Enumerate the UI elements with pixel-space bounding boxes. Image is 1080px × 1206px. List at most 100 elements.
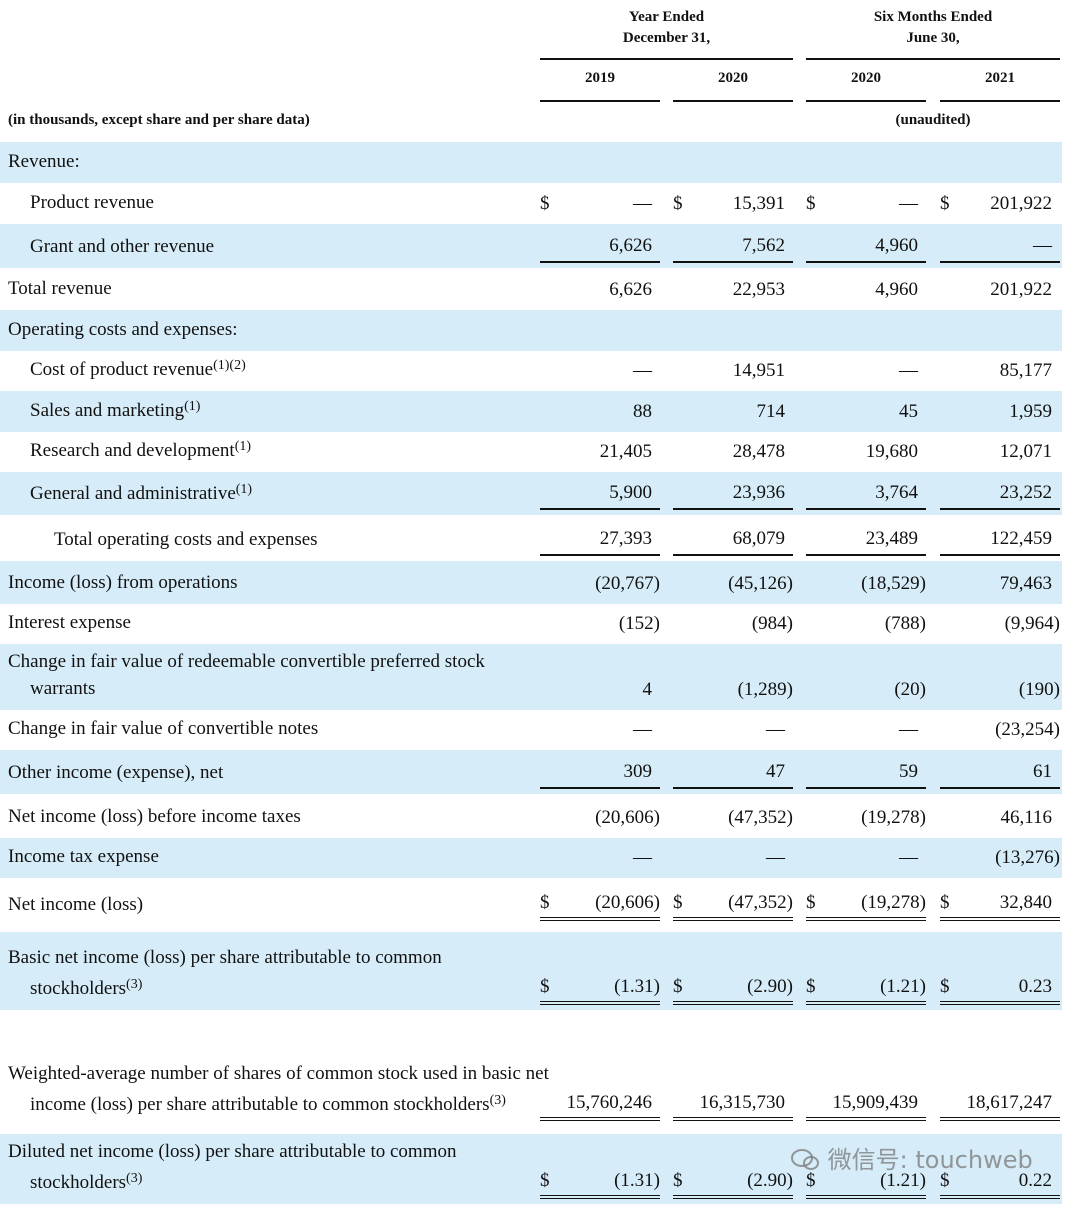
value: 201,922 [990,193,1052,214]
table-row: Weighted-average number of shares of com… [0,1018,1062,1126]
header-rule [806,58,1060,60]
value: — [633,719,652,740]
value: 4,960 [875,279,918,300]
value: (1.31) [614,976,660,997]
value-cell: 3,764 [806,478,926,510]
value: (47,352) [728,892,793,913]
value-cell: 714 [673,397,793,427]
row-label: Income (loss) from operations [8,569,528,596]
row-label: Operating costs and expenses: [8,316,528,343]
value-cell: — [540,843,660,873]
value-cell: $32,840 [940,888,1060,921]
unaudited-note: (unaudited) [895,112,971,128]
label-text: Grant and other revenue [30,236,215,257]
column-rule [940,100,1060,102]
value-cell: (23,254) [940,715,1060,745]
currency-sign: $ [540,892,550,913]
value-cell: 5,900 [540,478,660,510]
row-label: Net income (loss) before income taxes [8,803,528,830]
row-label: Interest expense [8,609,528,636]
value: 0.23 [1018,976,1052,997]
column-rule [673,100,793,102]
value-cell: (190) [940,675,1060,705]
label-text: Income (loss) from operations [8,572,238,593]
value: 4 [642,679,653,700]
footnote-ref: (3) [489,1093,506,1108]
value-cell: $ (1.31) [540,972,660,1005]
currency-sign: $ [806,976,816,997]
value: 59 [899,761,918,782]
table-row: General and administrative(1) 5,900 23,936… [0,472,1062,515]
value-cell: 16,315,730 [673,1088,793,1121]
value: — [766,719,785,740]
value-cell: (1,289) [673,675,793,705]
value: 23,252 [999,482,1052,503]
value-cell: 201,922 [940,275,1060,305]
row-label: Other income (expense), net [8,759,528,786]
table-row: Operating costs and expenses: [0,310,1062,351]
value-cell: — [940,231,1060,263]
value: 15,909,439 [832,1092,919,1113]
table-row: Change in fair value of redeemable conve… [0,644,1062,710]
value: (19,278) [861,892,926,913]
value-cell: $ (2.90) [673,972,793,1005]
value: (47,352) [728,807,793,828]
value: 45 [899,401,918,422]
value-cell: 122,459 [940,524,1060,556]
value-cell: — [673,843,793,873]
row-label: General and administrative(1) [30,476,528,507]
value: — [899,193,918,214]
value-cell: $201,922 [940,189,1060,219]
value: 714 [756,401,786,422]
value-cell: $0.22 [940,1166,1060,1199]
table-row: Interest expense (152) (984) (788) (9,964) [0,604,1062,644]
footnote-ref: (1) [235,482,253,497]
watermark: 微信号: touchweb [790,1140,1033,1175]
value-cell: 46,116 [940,803,1060,833]
value-cell: $ (1.21) [806,1166,926,1199]
value-cell: 22,953 [673,275,793,305]
label-text: Weighted-average number of shares of com… [8,1063,549,1115]
value-cell: 4 [540,675,660,705]
currency-sign: $ [806,892,816,913]
value: 15,391 [732,193,785,214]
currency-sign: $ [940,892,950,913]
footnote-ref: (1)(2) [213,358,246,373]
currency-sign: $ [540,976,550,997]
row-label: Sales and marketing(1) [30,393,528,424]
row-label: Total operating costs and expenses [54,526,528,553]
footnote-ref: (3) [126,977,143,992]
column-group: Year Ended December 31, [540,7,793,49]
value-cell: 15,909,439 [806,1088,926,1121]
value: 68,079 [732,528,785,549]
footnote-ref: (3) [126,1171,143,1186]
value: 7,562 [742,235,785,256]
currency-sign: $ [806,193,816,214]
value: 6,626 [609,235,652,256]
table-row: Diluted net income (loss) per share attr… [0,1134,1062,1204]
value: 5,900 [609,482,652,503]
label-text: General and administrative [30,483,236,504]
value: (19,278) [861,807,926,828]
value-cell: (20,767) [540,569,660,599]
value-cell: — [806,843,926,873]
value-cell: 85,177 [940,356,1060,386]
table-row: Grant and other revenue 6,626 7,562 4,960 — [0,224,1062,268]
row-label: Net income (loss) [8,891,528,918]
value: 4,960 [875,235,918,256]
value-cell: (152) [540,609,660,639]
row-label: Change in fair value of convertible note… [8,715,528,742]
label-text: Total revenue [8,278,112,299]
value-cell: (9,964) [940,609,1060,639]
value: (20) [894,679,926,700]
value: 46,116 [1000,807,1052,828]
value: (45,126) [728,573,793,594]
value: 201,922 [990,279,1052,300]
value: (23,254) [995,719,1060,740]
value: (2.90) [747,976,793,997]
value-cell: 7,562 [673,231,793,263]
value-cell: 18,617,247 [940,1088,1060,1121]
watermark-text: 微信号: touchweb [827,1146,1033,1174]
value-cell: — [540,715,660,745]
value-cell: — [540,356,660,386]
